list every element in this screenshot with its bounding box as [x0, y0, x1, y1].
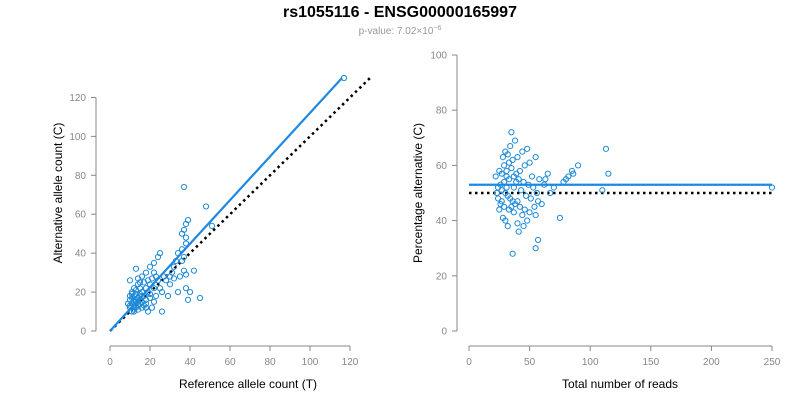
left-data-point	[182, 285, 190, 292]
left-data-point	[190, 267, 198, 274]
left-data-point	[148, 304, 156, 311]
left-plot-points	[124, 74, 348, 315]
left-x-tick-label: 100	[302, 357, 319, 368]
left-data-point	[164, 292, 172, 300]
left-data-point	[154, 277, 162, 284]
left-data-point	[174, 250, 182, 257]
left-data-point	[182, 220, 190, 228]
p-value-exponent: −6	[433, 25, 442, 32]
left-x-tick-label: 80	[264, 357, 276, 368]
left-data-point	[126, 277, 134, 284]
left-data-point	[166, 281, 174, 288]
left-data-point	[180, 183, 188, 191]
left-data-point	[138, 292, 146, 300]
left-x-axis-title: Reference allele count (T)	[179, 377, 317, 391]
left-data-point	[144, 288, 152, 296]
left-data-point	[140, 302, 148, 309]
left-y-tick-label: 40	[75, 249, 87, 260]
left-x-tick-label: 40	[184, 357, 196, 368]
left-data-point	[138, 273, 146, 280]
left-data-point	[132, 298, 140, 305]
left-y-tick-label: 60	[75, 210, 87, 221]
left-data-point	[150, 259, 158, 266]
left-data-point	[152, 292, 160, 300]
left-data-point	[150, 298, 158, 305]
left-data-point	[126, 296, 134, 303]
left-data-point	[166, 273, 174, 280]
left-data-point	[156, 250, 164, 257]
p-value-text: p-value: 7.02×10	[358, 26, 434, 37]
left-x-tick-label: 120	[342, 357, 359, 368]
chart-title: rs1055116 - ENSG00000165997	[283, 4, 517, 21]
left-data-point	[180, 226, 188, 233]
left-data-point	[146, 294, 154, 302]
left-data-point	[132, 265, 140, 272]
left-data-point	[174, 288, 182, 296]
left-data-point	[176, 273, 184, 280]
left-y-axis-title: Alternative allele count (C)	[51, 123, 65, 264]
left-data-point	[182, 234, 190, 241]
left-data-point	[186, 288, 194, 296]
left-data-point	[142, 300, 150, 307]
left-y-tick-label: 20	[75, 288, 87, 299]
left-data-point	[130, 306, 138, 313]
left-y-tick-label: 80	[75, 171, 87, 182]
left-data-point	[146, 263, 154, 270]
left-data-point	[182, 240, 190, 247]
left-data-point	[130, 296, 138, 303]
left-data-point	[170, 263, 178, 270]
left-data-point	[178, 246, 186, 253]
left-data-point	[144, 308, 152, 315]
left-data-point	[146, 290, 154, 298]
left-data-point	[208, 222, 216, 230]
left-data-point	[132, 304, 140, 311]
left-data-point	[142, 269, 150, 276]
left-data-point	[202, 203, 210, 210]
left-reference-line	[109, 77, 371, 332]
left-data-point	[132, 290, 140, 298]
left-data-point	[128, 290, 136, 298]
left-data-point	[158, 288, 166, 296]
left-data-point	[162, 277, 170, 284]
left-data-point	[182, 271, 190, 278]
left-data-point	[150, 285, 158, 292]
left-x-tick-label: 20	[144, 357, 156, 368]
left-data-point	[134, 281, 142, 288]
chart-subtitle: p-value: 7.02×10−6	[0, 25, 800, 37]
left-plot-lines	[109, 77, 371, 332]
left-data-point	[184, 296, 192, 303]
left-data-point	[340, 74, 348, 82]
left-data-point	[172, 257, 180, 265]
left-y-tick-label: 120	[69, 93, 86, 104]
left-y-tick-label: 100	[69, 132, 86, 143]
left-data-point	[196, 294, 204, 302]
left-data-point	[180, 253, 188, 261]
left-data-point	[128, 308, 136, 315]
left-y-tick-label: 0	[80, 327, 86, 338]
left-x-tick-label: 0	[107, 357, 113, 368]
left-plot-axes: 0 20 40 60 80 100 120 0 20 40 60 80 100 120	[69, 93, 358, 368]
left-data-point	[144, 277, 152, 284]
left-data-point	[158, 308, 166, 315]
left-data-point	[128, 294, 136, 302]
left-data-point	[126, 302, 134, 309]
left-x-tick-label: 60	[224, 357, 236, 368]
left-data-point	[130, 285, 138, 292]
